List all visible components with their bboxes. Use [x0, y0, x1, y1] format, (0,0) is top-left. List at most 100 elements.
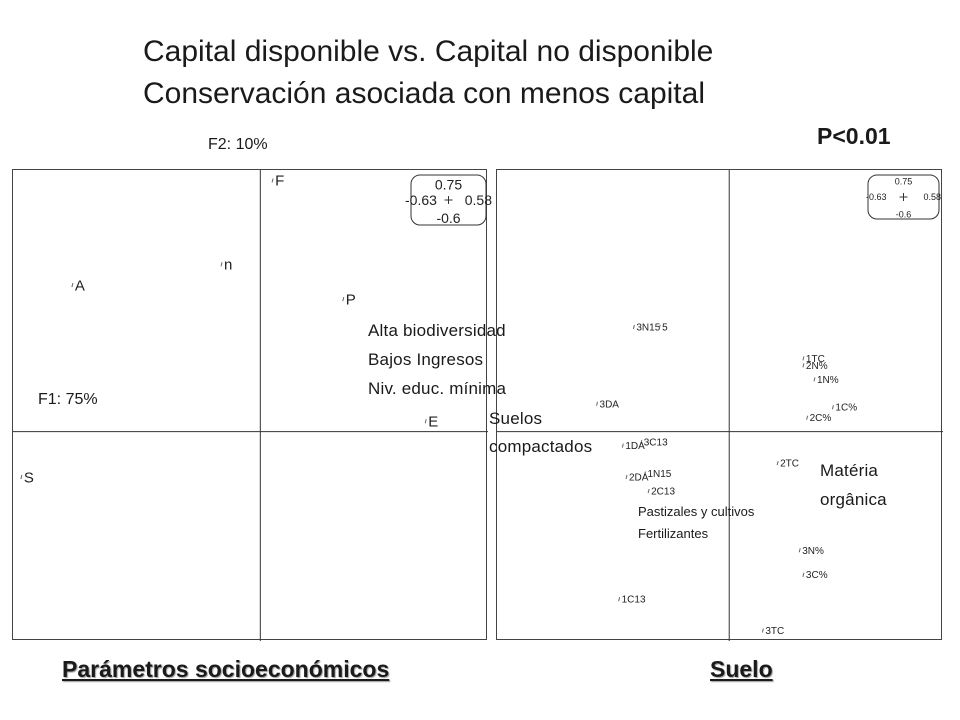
- scale-right-value: 0.58: [923, 192, 941, 202]
- title-line-2: Conservación asociada con menos capital: [143, 77, 705, 110]
- point-2cpct: 2C%: [806, 413, 832, 424]
- point-label: 2C%: [810, 413, 832, 424]
- point-marker: [220, 262, 223, 267]
- scale-top-value: 0.75: [895, 176, 913, 186]
- soil-annotation-crops-2: Fertilizantes: [638, 526, 709, 541]
- point-f: F: [271, 173, 284, 190]
- soil-panel: 3N15 5 1TC 2N% 1N% 3DA 1C% 2C% 3C13 1DA 2TC 1N15 2DA…: [496, 169, 943, 641]
- point-label: E: [428, 413, 438, 430]
- point-1da: 1DA: [621, 441, 645, 452]
- point-marker: [798, 548, 801, 553]
- point-1npct: 1N%: [813, 375, 839, 386]
- soil-annotation-organic-1: Matéria: [820, 461, 879, 480]
- point-marker: [424, 419, 427, 424]
- point-label: 3N%: [802, 546, 824, 557]
- point-marker: [761, 628, 764, 633]
- point-marker: [20, 474, 23, 480]
- soil-annotation-compaction-1: Suelos: [489, 409, 543, 428]
- point-marker: [658, 324, 661, 330]
- p-value: P<0.01: [817, 123, 891, 149]
- soil-annotation-compaction-2: compactados: [489, 437, 593, 456]
- point-marker: [806, 415, 809, 420]
- point-s: S: [20, 469, 34, 486]
- footer-socioeconomic: Parámetros socioeconómicos: [62, 656, 390, 682]
- point-label: P: [346, 291, 356, 308]
- point-marker: [271, 178, 274, 183]
- point-label: 1TC: [806, 354, 825, 365]
- scale-bottom-value: -0.6: [896, 210, 912, 220]
- point-n: n: [220, 256, 232, 273]
- point-label: 5: [662, 323, 668, 334]
- soil-annotation-organic-2: orgânica: [820, 490, 887, 509]
- point-label: 1N%: [817, 375, 839, 386]
- point-3da: 3DA: [596, 399, 620, 410]
- point-marker: [802, 363, 805, 368]
- point-marker: [625, 474, 628, 480]
- point-label: 3C13: [644, 438, 668, 449]
- scale-box: 0.75 -0.63 0.58 -0.6: [866, 174, 941, 220]
- point-2c13: 2C13: [647, 486, 675, 497]
- point-2da: 2DA: [625, 473, 649, 484]
- point-label: 1DA: [625, 441, 645, 452]
- point-label: 3TC: [765, 626, 784, 637]
- left-annotation-line-1: Alta biodiversidad: [368, 321, 506, 340]
- point-marker: [647, 488, 650, 494]
- point-label: F: [275, 173, 284, 190]
- point-3n15: 3N15: [632, 323, 661, 334]
- point-2tc: 2TC: [776, 459, 799, 470]
- point-label: n: [224, 256, 232, 273]
- point-2npct: 2N%: [802, 361, 828, 372]
- point-marker: [643, 471, 646, 476]
- point-marker: [596, 401, 599, 406]
- f2-axis-label: F2: 10%: [208, 136, 268, 153]
- point-3tc: 3TC: [761, 626, 784, 637]
- point-label: 1C%: [835, 403, 857, 414]
- title-line-1: Capital disponible vs. Capital no dispon…: [143, 35, 714, 68]
- point-marker: [802, 572, 805, 577]
- point-label: 2TC: [780, 459, 799, 470]
- point-label: 2N%: [806, 361, 828, 372]
- point-1tc: 1TC: [802, 354, 825, 365]
- point-marker: [632, 324, 635, 330]
- soil-annotation-crops-1: Pastizales y cultivos: [638, 504, 755, 519]
- point-label: 3C%: [806, 570, 828, 581]
- point-p: P: [342, 291, 356, 308]
- point-marker: [621, 443, 624, 448]
- point-1n15: 1N15: [643, 469, 672, 480]
- point-marker: [618, 597, 621, 602]
- scale-left-value: -0.63: [866, 192, 887, 202]
- point-3cpct: 3C%: [802, 570, 828, 581]
- point-3c13: 3C13: [640, 438, 668, 449]
- point-marker: [342, 296, 345, 302]
- left-annotation-line-3: Niv. educ. mínima: [368, 379, 507, 398]
- scale-top-value: 0.75: [435, 177, 462, 193]
- point-label: A: [75, 277, 85, 294]
- point-marker: [813, 377, 816, 382]
- point-3npct: 3N%: [798, 546, 824, 557]
- point-label: 1N15: [647, 469, 671, 480]
- scale-right-value: 0.58: [465, 192, 492, 208]
- f1-axis-label: F1: 75%: [36, 391, 100, 409]
- point-label: 2DA: [629, 473, 649, 484]
- point-label: 2C13: [651, 486, 675, 497]
- scale-bottom-value: -0.6: [436, 210, 460, 226]
- point-1c13: 1C13: [618, 595, 646, 606]
- point-label: 1C13: [622, 595, 646, 606]
- point-e: E: [424, 413, 438, 430]
- point-label: S: [24, 469, 34, 486]
- point-label: 3DA: [600, 399, 620, 410]
- point-5: 5: [658, 323, 668, 334]
- socioeconomic-scatter: Fn A P E S 0.75-0.63 0.58 -0.6: [13, 170, 492, 641]
- footer-soil: Suelo: [710, 656, 773, 682]
- point-marker: [831, 405, 834, 410]
- point-1cpct: 1C%: [831, 403, 857, 414]
- point-label: 3N15: [636, 323, 660, 334]
- scale-box: 0.75-0.63 0.58 -0.6: [405, 174, 492, 226]
- point-a: A: [71, 277, 85, 294]
- scale-left-value: -0.63: [405, 192, 437, 208]
- point-marker: [71, 283, 74, 288]
- point-marker: [802, 356, 805, 361]
- point-marker: [776, 460, 779, 466]
- point-marker: [640, 440, 643, 445]
